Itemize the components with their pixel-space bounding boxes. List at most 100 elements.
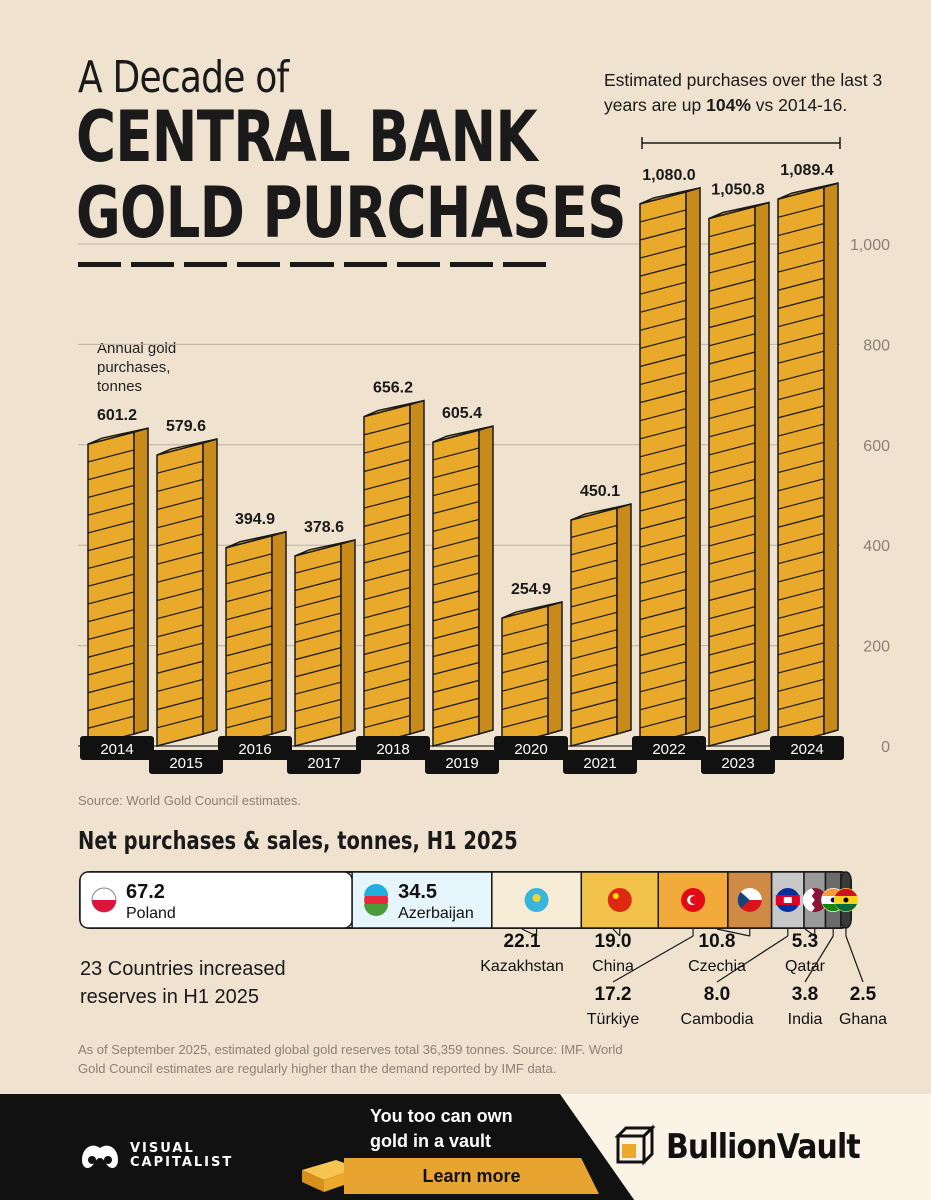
- segment-türkiye: 17.2 Türkiye: [587, 871, 729, 1028]
- footer-note: As of September 2025, estimated global g…: [78, 1042, 623, 1076]
- sponsor-name: BullionVault: [666, 1127, 861, 1167]
- segment-country: Azerbaijan: [398, 905, 474, 922]
- x-tick-label: 2023: [721, 755, 754, 772]
- chart-source: Source: World Gold Council estimates.: [78, 793, 302, 808]
- segment-value: 22.1: [504, 931, 541, 952]
- segment-value: 3.8: [792, 984, 818, 1005]
- brand-line-2: CAPITALIST: [130, 1155, 234, 1170]
- bar-2015: [156, 438, 218, 747]
- ad-text: You too can own gold in a vault: [370, 1106, 513, 1151]
- segment-country: Cambodia: [681, 1011, 754, 1028]
- visual-capitalist-icon: [82, 1145, 118, 1168]
- segment-china: 19.0 China: [580, 871, 659, 975]
- turkiye-flag: [681, 888, 706, 912]
- segment-ghana: 2.5 Ghana: [833, 871, 887, 1028]
- bar-2018: [363, 399, 425, 747]
- visual-capitalist-logo[interactable]: VISUAL CAPITALIST: [78, 1138, 233, 1174]
- x-tick-label: 2019: [445, 755, 478, 772]
- segment-qatar: 5.3 Qatar: [785, 871, 827, 975]
- growth-note-highlight: 104%: [706, 95, 751, 115]
- year-tag: [287, 750, 361, 774]
- segment-country: Kazakhstan: [480, 958, 564, 975]
- net-purchases-heading: Net purchases & sales, tonnes, H1 2025: [78, 826, 518, 855]
- bar-2021: [570, 503, 632, 747]
- china-flag: [607, 888, 632, 912]
- bar-2020: [501, 601, 563, 747]
- year-tag: [80, 736, 154, 760]
- bar-2022: [639, 186, 701, 747]
- growth-note-prefix: Estimated purchases over the last 3 year…: [604, 70, 883, 115]
- year-tag: [149, 750, 223, 774]
- value-label: 1,080.0: [642, 167, 695, 184]
- value-label: 601.2: [97, 407, 137, 424]
- bar-2024: [777, 182, 839, 747]
- title-rule: [78, 262, 546, 267]
- segment-azerbaijan: 34.5 Azerbaijan: [351, 871, 493, 929]
- segment-value: 10.8: [699, 931, 736, 952]
- segment-country: Türkiye: [587, 1011, 640, 1028]
- year-tag: [425, 750, 499, 774]
- gold-purchases-chart: 601.2 2014 579.6 2015 394.9 2016 378.6 2017 656.…: [78, 137, 890, 774]
- value-label: 254.9: [511, 581, 551, 598]
- segment-country: China: [592, 958, 634, 975]
- y-tick-label: 200: [863, 639, 890, 656]
- value-label: 450.1: [580, 483, 620, 500]
- y-tick-label: 0: [881, 739, 890, 756]
- segment-value: 67.2: [126, 881, 165, 903]
- year-tag: [632, 736, 706, 760]
- bullionvault-logo[interactable]: BullionVault: [612, 1124, 886, 1170]
- x-tick-label: 2018: [376, 741, 409, 758]
- segment-value: 2.5: [850, 984, 877, 1005]
- countries-count-text: 23 Countries increased reserves in H1 20…: [80, 958, 286, 1008]
- segment-value: 5.3: [792, 931, 818, 952]
- segment-cambodia: 8.0 Cambodia: [681, 871, 805, 1028]
- segment-kazakhstan: 22.1 Kazakhstan: [480, 871, 583, 975]
- brand-line-1: VISUAL: [130, 1141, 195, 1156]
- growth-note-suffix: vs 2014-16.: [750, 95, 848, 115]
- x-tick-label: 2015: [169, 755, 202, 772]
- y-tick-label: 1,000: [850, 237, 890, 254]
- value-label: 378.6: [304, 519, 344, 536]
- segment-country: Ghana: [839, 1011, 887, 1028]
- vault-cube-icon: [614, 1124, 656, 1166]
- y-tick-label: 600: [863, 438, 890, 455]
- year-tag: [494, 736, 568, 760]
- value-label: 579.6: [166, 418, 206, 435]
- bar-2019: [432, 425, 494, 747]
- x-tick-label: 2016: [238, 741, 271, 758]
- x-tick-label: 2021: [583, 755, 616, 772]
- bar-2014: [87, 427, 149, 747]
- poland-flag: [91, 887, 117, 913]
- title-line-1: A Decade of: [78, 52, 289, 103]
- czechia-flag: [737, 888, 762, 912]
- year-tag: [770, 736, 844, 760]
- year-tag: [356, 736, 430, 760]
- x-tick-label: 2017: [307, 755, 340, 772]
- value-label: 1,089.4: [780, 162, 833, 179]
- kazakhstan-flag: [524, 888, 549, 912]
- segment-czechia: 10.8 Czechia: [688, 871, 773, 975]
- bar-2016: [225, 530, 287, 747]
- azerbaijan-flag: [364, 884, 389, 916]
- segment-poland: 67.2 Poland: [79, 871, 353, 929]
- growth-note: Estimated purchases over the last 3 year…: [604, 68, 904, 118]
- value-label: 656.2: [373, 380, 413, 397]
- ghana-flag: [833, 888, 858, 912]
- segment-country: Poland: [126, 905, 176, 922]
- segment-value: 8.0: [704, 984, 730, 1005]
- bar-2017: [294, 538, 356, 747]
- x-tick-label: 2020: [514, 741, 547, 758]
- segment-country: Czechia: [688, 958, 746, 975]
- qatar-flag: [802, 888, 827, 912]
- x-tick-label: 2024: [790, 741, 823, 758]
- segment-country: India: [788, 1011, 823, 1028]
- cambodia-flag: [775, 888, 800, 912]
- value-label: 394.9: [235, 511, 275, 528]
- learn-more-button[interactable]: Learn more: [344, 1158, 599, 1194]
- x-tick-label: 2014: [100, 741, 133, 758]
- value-label: 1,050.8: [711, 181, 764, 198]
- y-tick-label: 800: [863, 337, 890, 354]
- segment-value: 34.5: [398, 881, 437, 903]
- x-tick-label: 2022: [652, 741, 685, 758]
- value-label: 605.4: [442, 405, 482, 422]
